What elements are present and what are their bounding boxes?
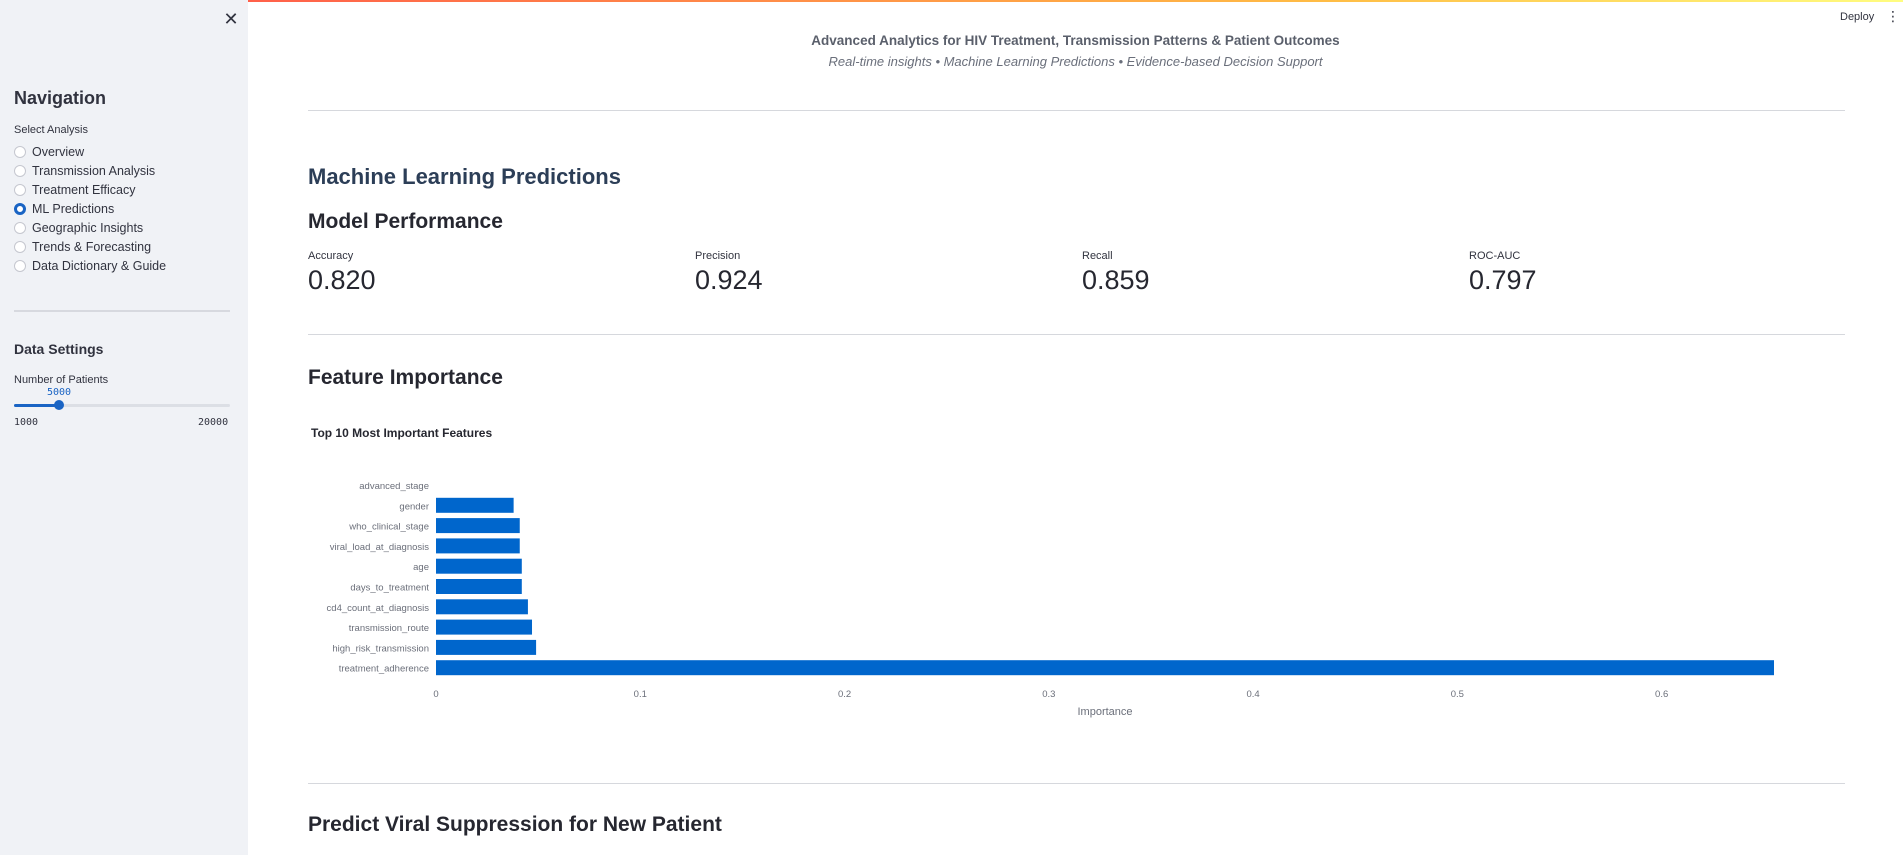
radio-unselected-icon[interactable] xyxy=(14,183,26,196)
bar xyxy=(436,579,522,594)
kebab-menu-icon[interactable]: ⋮ xyxy=(1886,8,1900,24)
divider xyxy=(308,110,1845,111)
radio-option[interactable]: Trends & Forecasting xyxy=(14,237,166,256)
bar xyxy=(436,518,520,534)
radio-option-label: Geographic Insights xyxy=(32,220,144,235)
y-tick-label: high_risk_transmission xyxy=(332,643,429,654)
metric-label: Precision xyxy=(695,250,741,262)
sidebar: ✕ Navigation Select Analysis Overview Tra… xyxy=(0,0,248,855)
metric-label: Accuracy xyxy=(308,250,354,262)
close-icon[interactable]: ✕ xyxy=(223,9,239,29)
radio-selected-icon[interactable] xyxy=(14,202,26,215)
radio-option[interactable]: Transmission Analysis xyxy=(14,161,166,180)
divider xyxy=(308,783,1845,784)
deploy-button[interactable]: Deploy xyxy=(1840,11,1875,23)
x-tick-label: 0 xyxy=(433,689,438,700)
x-tick-label: 0.1 xyxy=(634,689,647,700)
metric-value: 0.859 xyxy=(1082,265,1150,295)
nav-title: Navigation xyxy=(14,88,107,108)
radio-option-label: Transmission Analysis xyxy=(32,163,156,178)
bar xyxy=(436,619,533,635)
bar xyxy=(436,497,514,513)
x-tick-label: 0.3 xyxy=(1042,689,1055,700)
divider xyxy=(308,334,1845,335)
patients-slider-track[interactable] xyxy=(14,404,230,407)
metric-label: ROC-AUC xyxy=(1469,250,1521,262)
patients-slider-label: Number of Patients xyxy=(14,374,109,386)
metric-recall: Recall 0.859 xyxy=(1082,250,1150,296)
y-tick-label: days_to_treatment xyxy=(350,583,429,594)
predict-title: Predict Viral Suppression for New Patien… xyxy=(308,813,722,836)
model-performance-title: Model Performance xyxy=(308,210,503,233)
top-accent-bar xyxy=(0,0,1903,2)
radio-unselected-icon[interactable] xyxy=(14,240,26,253)
radio-option[interactable]: Overview xyxy=(14,142,166,161)
radio-unselected-icon[interactable] xyxy=(14,221,26,234)
chart-title: Top 10 Most Important Features xyxy=(311,426,492,440)
bar xyxy=(436,639,537,655)
y-tick-label: advanced_stage xyxy=(359,481,429,492)
radio-option-label: Overview xyxy=(32,144,85,159)
x-tick-label: 0.2 xyxy=(838,689,851,700)
x-tick-label: 0.6 xyxy=(1655,689,1668,700)
sidebar-divider xyxy=(14,310,230,312)
feature-importance-chart: Top 10 Most Important Features advanced_s… xyxy=(311,426,1774,718)
radio-option[interactable]: ML Predictions xyxy=(14,199,166,218)
radio-option-label: ML Predictions xyxy=(32,201,115,216)
radio-option[interactable]: Data Dictionary & Guide xyxy=(14,256,166,275)
patients-slider-thumb[interactable] xyxy=(54,400,64,410)
patients-slider-max: 20000 xyxy=(198,417,229,428)
x-tick-label: 0.4 xyxy=(1246,689,1259,700)
y-tick-label: gender xyxy=(399,501,429,512)
metric-label: Recall xyxy=(1082,250,1113,262)
y-tick-label: treatment_adherence xyxy=(339,664,429,675)
y-tick-label: cd4_count_at_diagnosis xyxy=(327,603,430,614)
metric-precision: Precision 0.924 xyxy=(695,250,763,296)
data-settings-title: Data Settings xyxy=(14,341,104,357)
analysis-radio-group: Overview Transmission Analysis Treatment E… xyxy=(14,142,166,275)
radio-unselected-icon[interactable] xyxy=(14,164,26,177)
y-tick-label: transmission_route xyxy=(349,623,429,634)
y-tick-label: viral_load_at_diagnosis xyxy=(330,542,430,553)
x-tick-label: 0.5 xyxy=(1451,689,1464,700)
page-subtitle: Real-time insights • Machine Learning Pr… xyxy=(828,54,1323,69)
radio-unselected-icon[interactable] xyxy=(14,145,26,158)
bar xyxy=(436,538,520,554)
metric-accuracy: Accuracy 0.820 xyxy=(308,250,376,296)
bar xyxy=(436,660,1774,676)
radio-option-label: Trends & Forecasting xyxy=(32,239,152,254)
bar xyxy=(436,599,528,615)
feature-importance-title: Feature Importance xyxy=(308,366,503,389)
select-analysis-label: Select Analysis xyxy=(14,124,88,136)
bar xyxy=(436,558,522,574)
patients-slider-min: 1000 xyxy=(14,417,39,428)
patients-slider-value: 5000 xyxy=(47,387,72,398)
radio-option[interactable]: Geographic Insights xyxy=(14,218,166,237)
radio-option[interactable]: Treatment Efficacy xyxy=(14,180,166,199)
metric-value: 0.924 xyxy=(695,265,763,295)
patients-slider-fill xyxy=(14,404,59,407)
x-axis-label: Importance xyxy=(1077,706,1132,718)
radio-option-label: Treatment Efficacy xyxy=(32,182,136,197)
radio-unselected-icon[interactable] xyxy=(14,259,26,272)
page-title: Advanced Analytics for HIV Treatment, Tr… xyxy=(811,33,1340,48)
metric-value: 0.820 xyxy=(308,265,376,295)
metric-roc-auc: ROC-AUC 0.797 xyxy=(1469,250,1537,296)
metric-value: 0.797 xyxy=(1469,265,1537,295)
radio-option-label: Data Dictionary & Guide xyxy=(32,258,167,273)
y-tick-label: age xyxy=(413,562,429,573)
y-tick-label: who_clinical_stage xyxy=(348,522,429,533)
section-title: Machine Learning Predictions xyxy=(308,164,621,189)
